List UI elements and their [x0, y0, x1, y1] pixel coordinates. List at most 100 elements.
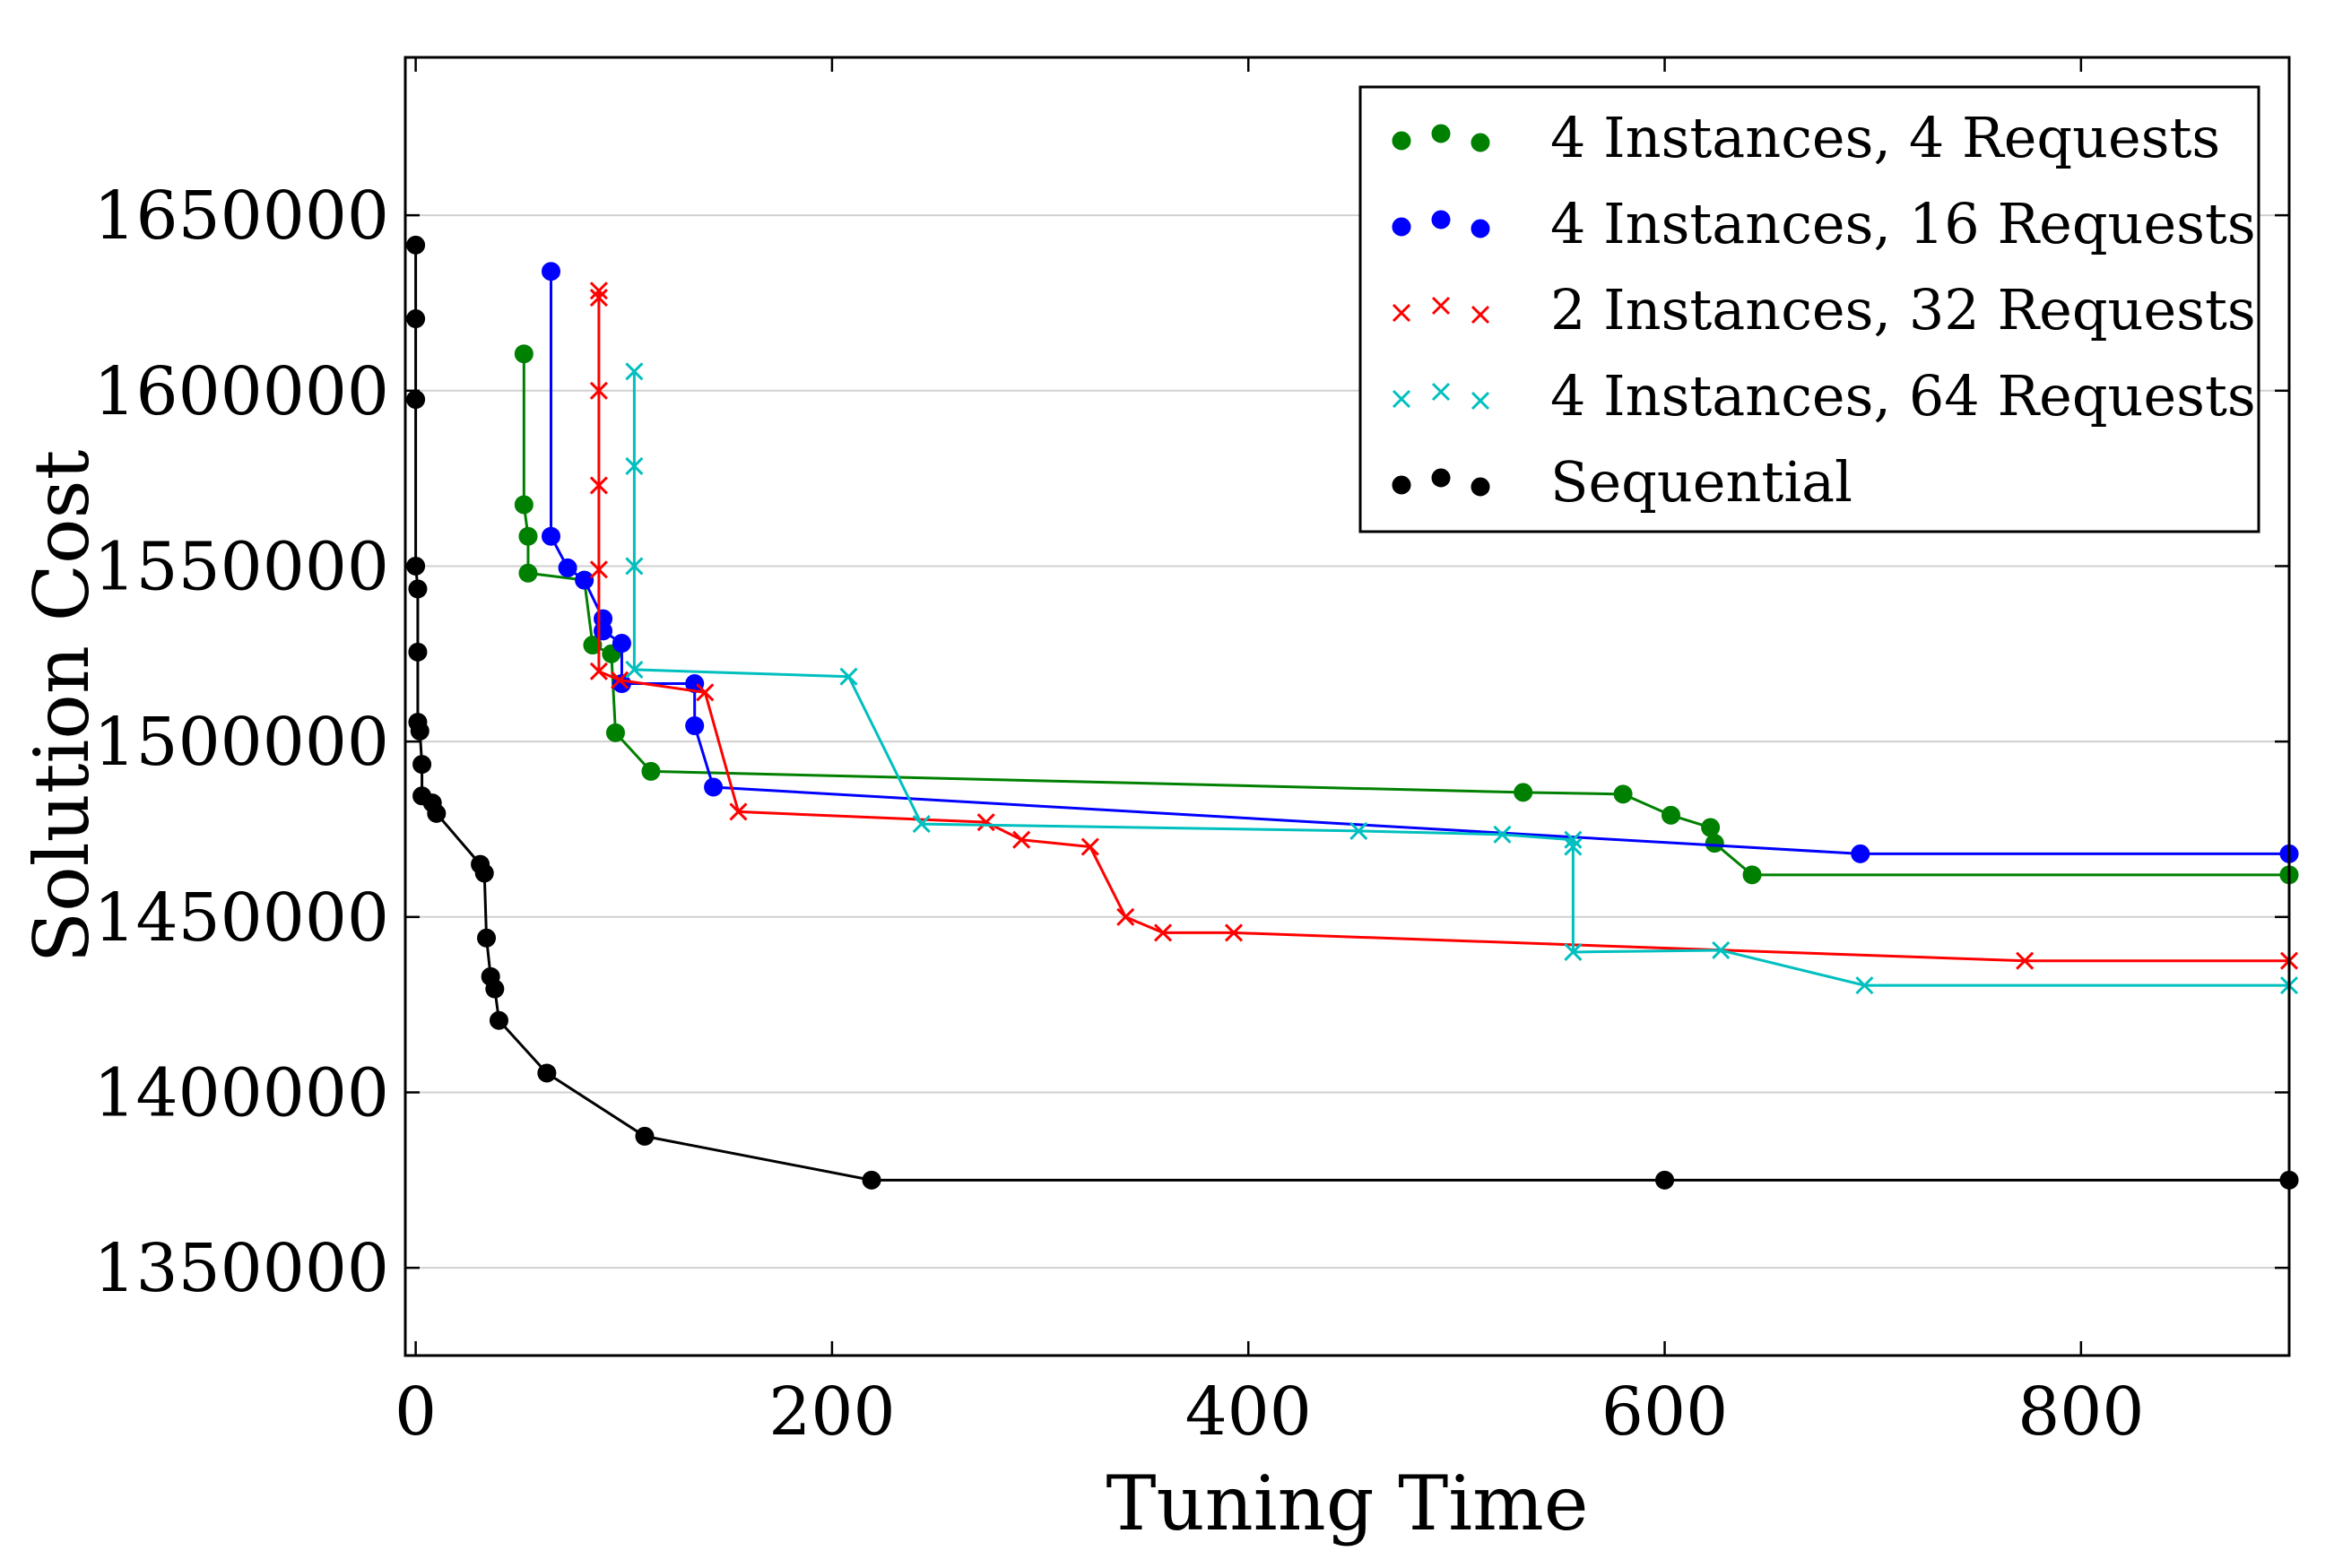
legend-marker-4-instances-4-requests [1431, 124, 1451, 143]
y-tick-label: 1550000 [93, 528, 389, 605]
legend-label-4-instances-64-requests: 4 Instances, 64 Requests [1550, 363, 2256, 429]
data-point-2-instances-32-requests [1116, 907, 1135, 926]
data-point-sequential [408, 642, 428, 662]
data-point-2-instances-32-requests [2016, 951, 2035, 970]
legend-label-sequential: Sequential [1550, 449, 1852, 515]
data-point-sequential [485, 979, 505, 999]
legend-marker-sequential [1471, 477, 1490, 497]
y-axis-title: Solution Cost [18, 449, 106, 963]
data-point-sequential [635, 1126, 655, 1146]
data-point-sequential [412, 755, 432, 775]
legend-label-4-instances-4-requests: 4 Instances, 4 Requests [1550, 105, 2220, 170]
data-point-2-instances-32-requests [696, 683, 715, 702]
data-point-4-instances-4-requests [583, 636, 603, 655]
legend-label-4-instances-16-requests: 4 Instances, 16 Requests [1550, 191, 2256, 256]
data-point-sequential [1655, 1170, 1675, 1190]
x-tick-label: 800 [2017, 1373, 2144, 1451]
data-point-4-instances-4-requests [518, 563, 538, 583]
data-point-4-instances-16-requests [575, 570, 594, 590]
data-point-sequential [406, 390, 426, 410]
x-tick-label: 0 [395, 1373, 437, 1451]
data-point-sequential [427, 803, 447, 823]
data-point-sequential [477, 928, 497, 948]
y-tick-label: 1500000 [93, 704, 389, 781]
data-point-4-instances-64-requests [1855, 976, 1874, 995]
data-point-2-instances-32-requests [589, 476, 608, 495]
legend-marker-4-instances-4-requests [1471, 133, 1490, 152]
data-point-2-instances-32-requests [729, 802, 748, 821]
data-point-4-instances-64-requests [1349, 821, 1368, 840]
data-point-sequential [406, 235, 426, 255]
y-tick-label: 1350000 [93, 1230, 389, 1307]
data-point-4-instances-4-requests [514, 495, 534, 515]
data-point-4-instances-4-requests [514, 344, 534, 364]
data-point-4-instances-4-requests [518, 526, 538, 546]
y-tick-label: 1600000 [93, 353, 389, 430]
legend-box [1358, 85, 2260, 533]
legend-marker-4-instances-16-requests [1431, 210, 1451, 230]
data-point-sequential [489, 1010, 508, 1030]
data-point-4-instances-64-requests [625, 362, 644, 381]
data-point-4-instances-16-requests [704, 777, 724, 797]
legend-marker-4-instances-16-requests [1392, 217, 1411, 237]
data-point-sequential [537, 1063, 557, 1083]
data-point-4-instances-4-requests [1662, 805, 1681, 825]
legend-marker-sequential [1431, 468, 1451, 488]
legend-marker-2-instances-32-requests [1431, 296, 1451, 316]
legend-marker-sequential [1392, 475, 1411, 495]
data-point-4-instances-64-requests [839, 667, 858, 686]
x-tick-label: 600 [1601, 1373, 1728, 1451]
legend-marker-4-instances-64-requests [1471, 391, 1490, 411]
y-tick-label: 1450000 [93, 879, 389, 957]
data-point-2-instances-32-requests [976, 813, 995, 832]
legend-marker-4-instances-64-requests [1392, 389, 1411, 409]
data-point-4-instances-64-requests [1712, 940, 1731, 960]
data-point-4-instances-4-requests [641, 761, 661, 781]
data-point-4-instances-16-requests [594, 621, 613, 641]
legend-marker-4-instances-16-requests [1471, 219, 1490, 238]
legend-marker-4-instances-4-requests [1392, 131, 1411, 151]
data-point-4-instances-16-requests [685, 716, 705, 736]
data-point-4-instances-64-requests [625, 660, 644, 679]
data-point-4-instances-16-requests [558, 558, 577, 577]
data-point-4-instances-4-requests [1613, 784, 1633, 804]
data-point-2-instances-32-requests [589, 289, 608, 308]
data-point-4-instances-16-requests [542, 526, 561, 546]
legend-label-2-instances-32-requests: 2 Instances, 32 Requests [1550, 277, 2256, 342]
data-point-2-instances-32-requests [589, 662, 608, 680]
x-tick-label: 400 [1185, 1373, 1312, 1451]
data-point-sequential [862, 1170, 881, 1190]
legend-marker-4-instances-64-requests [1431, 382, 1451, 402]
data-point-4-instances-4-requests [1514, 783, 1533, 802]
data-point-sequential [406, 309, 426, 329]
data-point-4-instances-4-requests [1701, 818, 1721, 837]
data-point-sequential [406, 556, 426, 576]
data-point-2-instances-32-requests [1224, 923, 1244, 942]
y-tick-label: 1400000 [93, 1054, 389, 1131]
data-point-4-instances-64-requests [1564, 830, 1583, 849]
data-point-4-instances-64-requests [1564, 837, 1583, 856]
data-point-4-instances-4-requests [605, 723, 625, 742]
data-point-2-instances-32-requests [1012, 830, 1031, 849]
plot-frame [403, 56, 2291, 1357]
x-tick-label: 200 [768, 1373, 895, 1451]
data-point-2-instances-32-requests [1080, 837, 1099, 856]
data-point-2-instances-32-requests [589, 560, 608, 579]
data-point-sequential [474, 863, 494, 883]
data-point-4-instances-4-requests [1705, 834, 1724, 853]
data-point-4-instances-64-requests [912, 815, 931, 834]
data-point-4-instances-16-requests [1851, 844, 1870, 863]
data-point-2-instances-32-requests [589, 381, 608, 400]
data-point-sequential [408, 579, 428, 599]
data-point-sequential [410, 721, 429, 741]
data-point-2-instances-32-requests [611, 671, 629, 689]
x-axis-title: Tuning Time [1106, 1460, 1589, 1547]
data-point-4-instances-16-requests [542, 262, 561, 282]
y-tick-label: 1650000 [93, 178, 389, 255]
data-point-2-instances-32-requests [1153, 923, 1173, 942]
data-point-4-instances-64-requests [1564, 942, 1583, 962]
legend-marker-2-instances-32-requests [1392, 303, 1411, 323]
series-line-4-instances-64-requests [632, 371, 2289, 987]
